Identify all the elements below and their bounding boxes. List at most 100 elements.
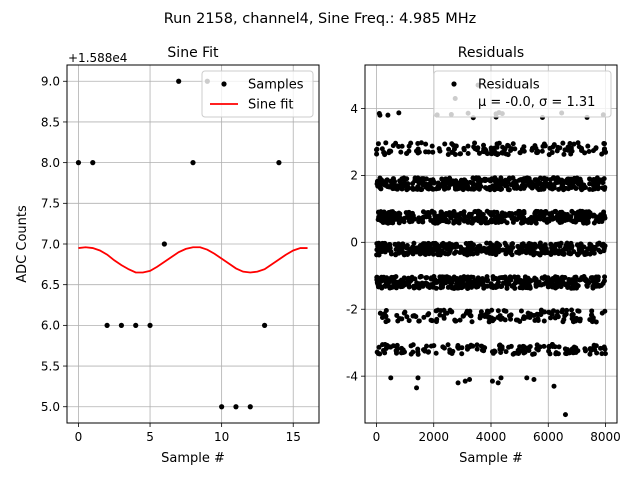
residual-point <box>503 251 509 257</box>
residual-point <box>569 182 575 188</box>
residual-point <box>404 176 410 182</box>
residual-point <box>479 276 485 282</box>
residual-point <box>448 284 454 290</box>
residual-point <box>472 176 478 182</box>
residual-point <box>565 217 570 223</box>
residual-point <box>560 307 566 313</box>
residual-point <box>487 187 493 193</box>
residual-point <box>584 213 590 219</box>
residual-point <box>373 147 379 153</box>
residual-point <box>509 252 515 258</box>
residual-point <box>488 212 494 218</box>
residual-point <box>537 252 543 258</box>
residual-point <box>432 241 438 247</box>
residual-point <box>492 145 498 151</box>
residual-point <box>602 308 608 314</box>
residual-point <box>512 178 518 184</box>
residual-point <box>531 182 537 188</box>
residual-point <box>379 240 385 246</box>
residual-point <box>522 349 528 355</box>
residual-point <box>474 216 480 222</box>
residual-point <box>459 345 465 351</box>
residual-point <box>383 214 389 220</box>
residual-point <box>526 181 532 187</box>
residual-point <box>474 346 480 352</box>
residual-point <box>542 242 548 248</box>
residual-point <box>596 247 602 253</box>
residual-point <box>602 274 608 280</box>
residual-point <box>529 145 535 151</box>
residual-point <box>575 252 581 258</box>
residual-point <box>557 219 563 225</box>
residual-point <box>482 185 488 191</box>
residual-point <box>421 281 427 287</box>
residual-point <box>520 242 526 248</box>
residual-point <box>423 176 429 182</box>
residual-point <box>550 246 556 252</box>
residual-point <box>487 178 493 184</box>
residual-point <box>561 250 567 256</box>
residual-outlier-point <box>489 378 495 384</box>
residual-outlier-point <box>562 412 568 418</box>
residual-point <box>590 186 596 192</box>
residual-point <box>432 214 438 220</box>
sample-point <box>161 241 167 247</box>
residual-point <box>533 283 539 289</box>
residual-point <box>556 344 562 350</box>
residual-point <box>560 319 566 325</box>
residual-point <box>565 147 571 153</box>
residual-point <box>594 276 600 282</box>
residual-point <box>539 148 545 154</box>
residual-point <box>393 140 399 146</box>
residual-point <box>478 220 484 226</box>
residuals-xlabel: Sample # <box>459 451 523 466</box>
residual-point <box>557 145 563 151</box>
residual-point <box>514 249 520 255</box>
residual-point <box>579 249 585 255</box>
residual-point <box>537 209 543 215</box>
residual-point <box>511 216 517 222</box>
residual-point <box>439 176 445 182</box>
residual-point <box>565 283 571 289</box>
residual-point <box>601 141 607 147</box>
residual-point <box>382 283 388 289</box>
residual-point <box>421 314 427 320</box>
legend-sine-fit-label: Sine fit <box>248 98 294 113</box>
residual-point <box>532 278 538 284</box>
sample-point <box>190 160 196 166</box>
residual-point <box>491 348 497 354</box>
residual-point <box>446 185 452 191</box>
residual-point <box>408 140 414 146</box>
residual-point <box>563 185 569 191</box>
sine-fit-panel: Sine Fit +1.588e4 0 5 10 15 5.0 5.5 6.0 6.5 7.0 7… <box>15 45 320 466</box>
residual-point <box>449 280 455 286</box>
residual-point <box>404 314 410 320</box>
residual-point <box>524 278 530 284</box>
residual-point <box>488 281 494 287</box>
residual-point <box>426 181 432 187</box>
residual-point <box>511 350 517 356</box>
residual-outlier-point <box>455 380 461 386</box>
residual-point <box>445 152 451 158</box>
residual-point <box>573 274 579 280</box>
residual-point <box>374 151 380 157</box>
residual-point <box>475 209 481 215</box>
residual-point <box>542 177 548 183</box>
residual-point <box>579 208 585 214</box>
residual-point <box>577 318 583 324</box>
residual-point <box>387 284 393 290</box>
residual-point <box>587 351 593 357</box>
residual-point <box>424 275 430 281</box>
residual-point <box>566 243 572 249</box>
residual-point <box>395 318 401 324</box>
residual-point <box>435 307 441 313</box>
residual-point <box>505 152 511 158</box>
residual-point <box>502 274 508 280</box>
residual-point <box>601 213 607 219</box>
residual-point <box>433 285 439 291</box>
residual-point <box>418 140 424 146</box>
residual-point <box>381 209 387 215</box>
residual-point <box>446 146 452 152</box>
residual-point <box>505 212 511 218</box>
residual-point <box>567 141 573 147</box>
